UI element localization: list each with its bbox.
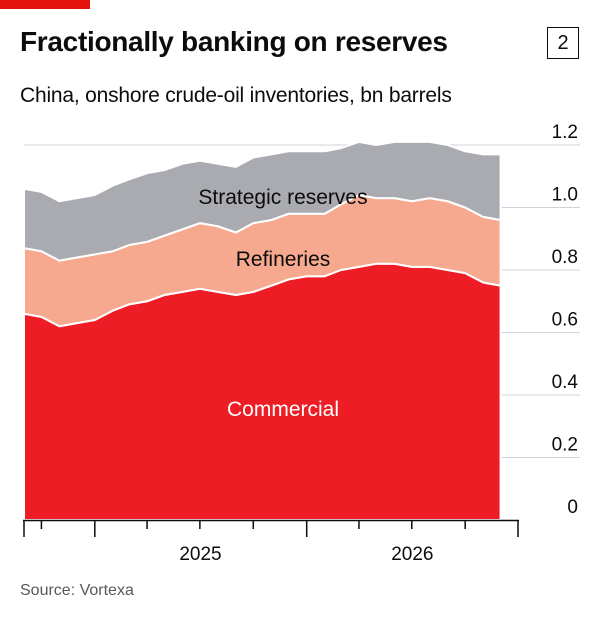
y-tick-label-1: 0.2	[552, 435, 578, 456]
chart-title: Fractionally banking on reserves	[20, 26, 448, 57]
y-tick-label-4: 0.8	[552, 247, 578, 268]
chart-subtitle: China, onshore crude-oil inventories, bn…	[20, 84, 452, 107]
x-year-label-2026: 2026	[391, 544, 433, 565]
y-tick-labels: 0 0.2 0.4 0.6 0.8 1.0 1.2	[552, 122, 579, 518]
y-tick-label-5: 1.0	[552, 185, 578, 206]
series-label-strategic: Strategic reserves	[198, 186, 367, 209]
series-label-refineries: Refineries	[236, 248, 331, 271]
y-tick-label-3: 0.6	[552, 310, 578, 331]
y-tick-label-0: 0	[567, 497, 578, 518]
series-label-commercial: Commercial	[227, 398, 339, 421]
x-year-label-2025: 2025	[179, 544, 221, 565]
source-note: Source: Vortexa	[20, 582, 134, 599]
x-axis: 2025 2026	[23, 519, 519, 565]
y-tick-label-2: 0.4	[552, 372, 579, 393]
area-strategic	[23, 140, 502, 262]
y-tick-label-6: 1.2	[552, 122, 578, 143]
chart-number-badge: 2	[547, 27, 579, 59]
stacked-areas	[23, 140, 502, 521]
accent-bar	[0, 0, 90, 9]
